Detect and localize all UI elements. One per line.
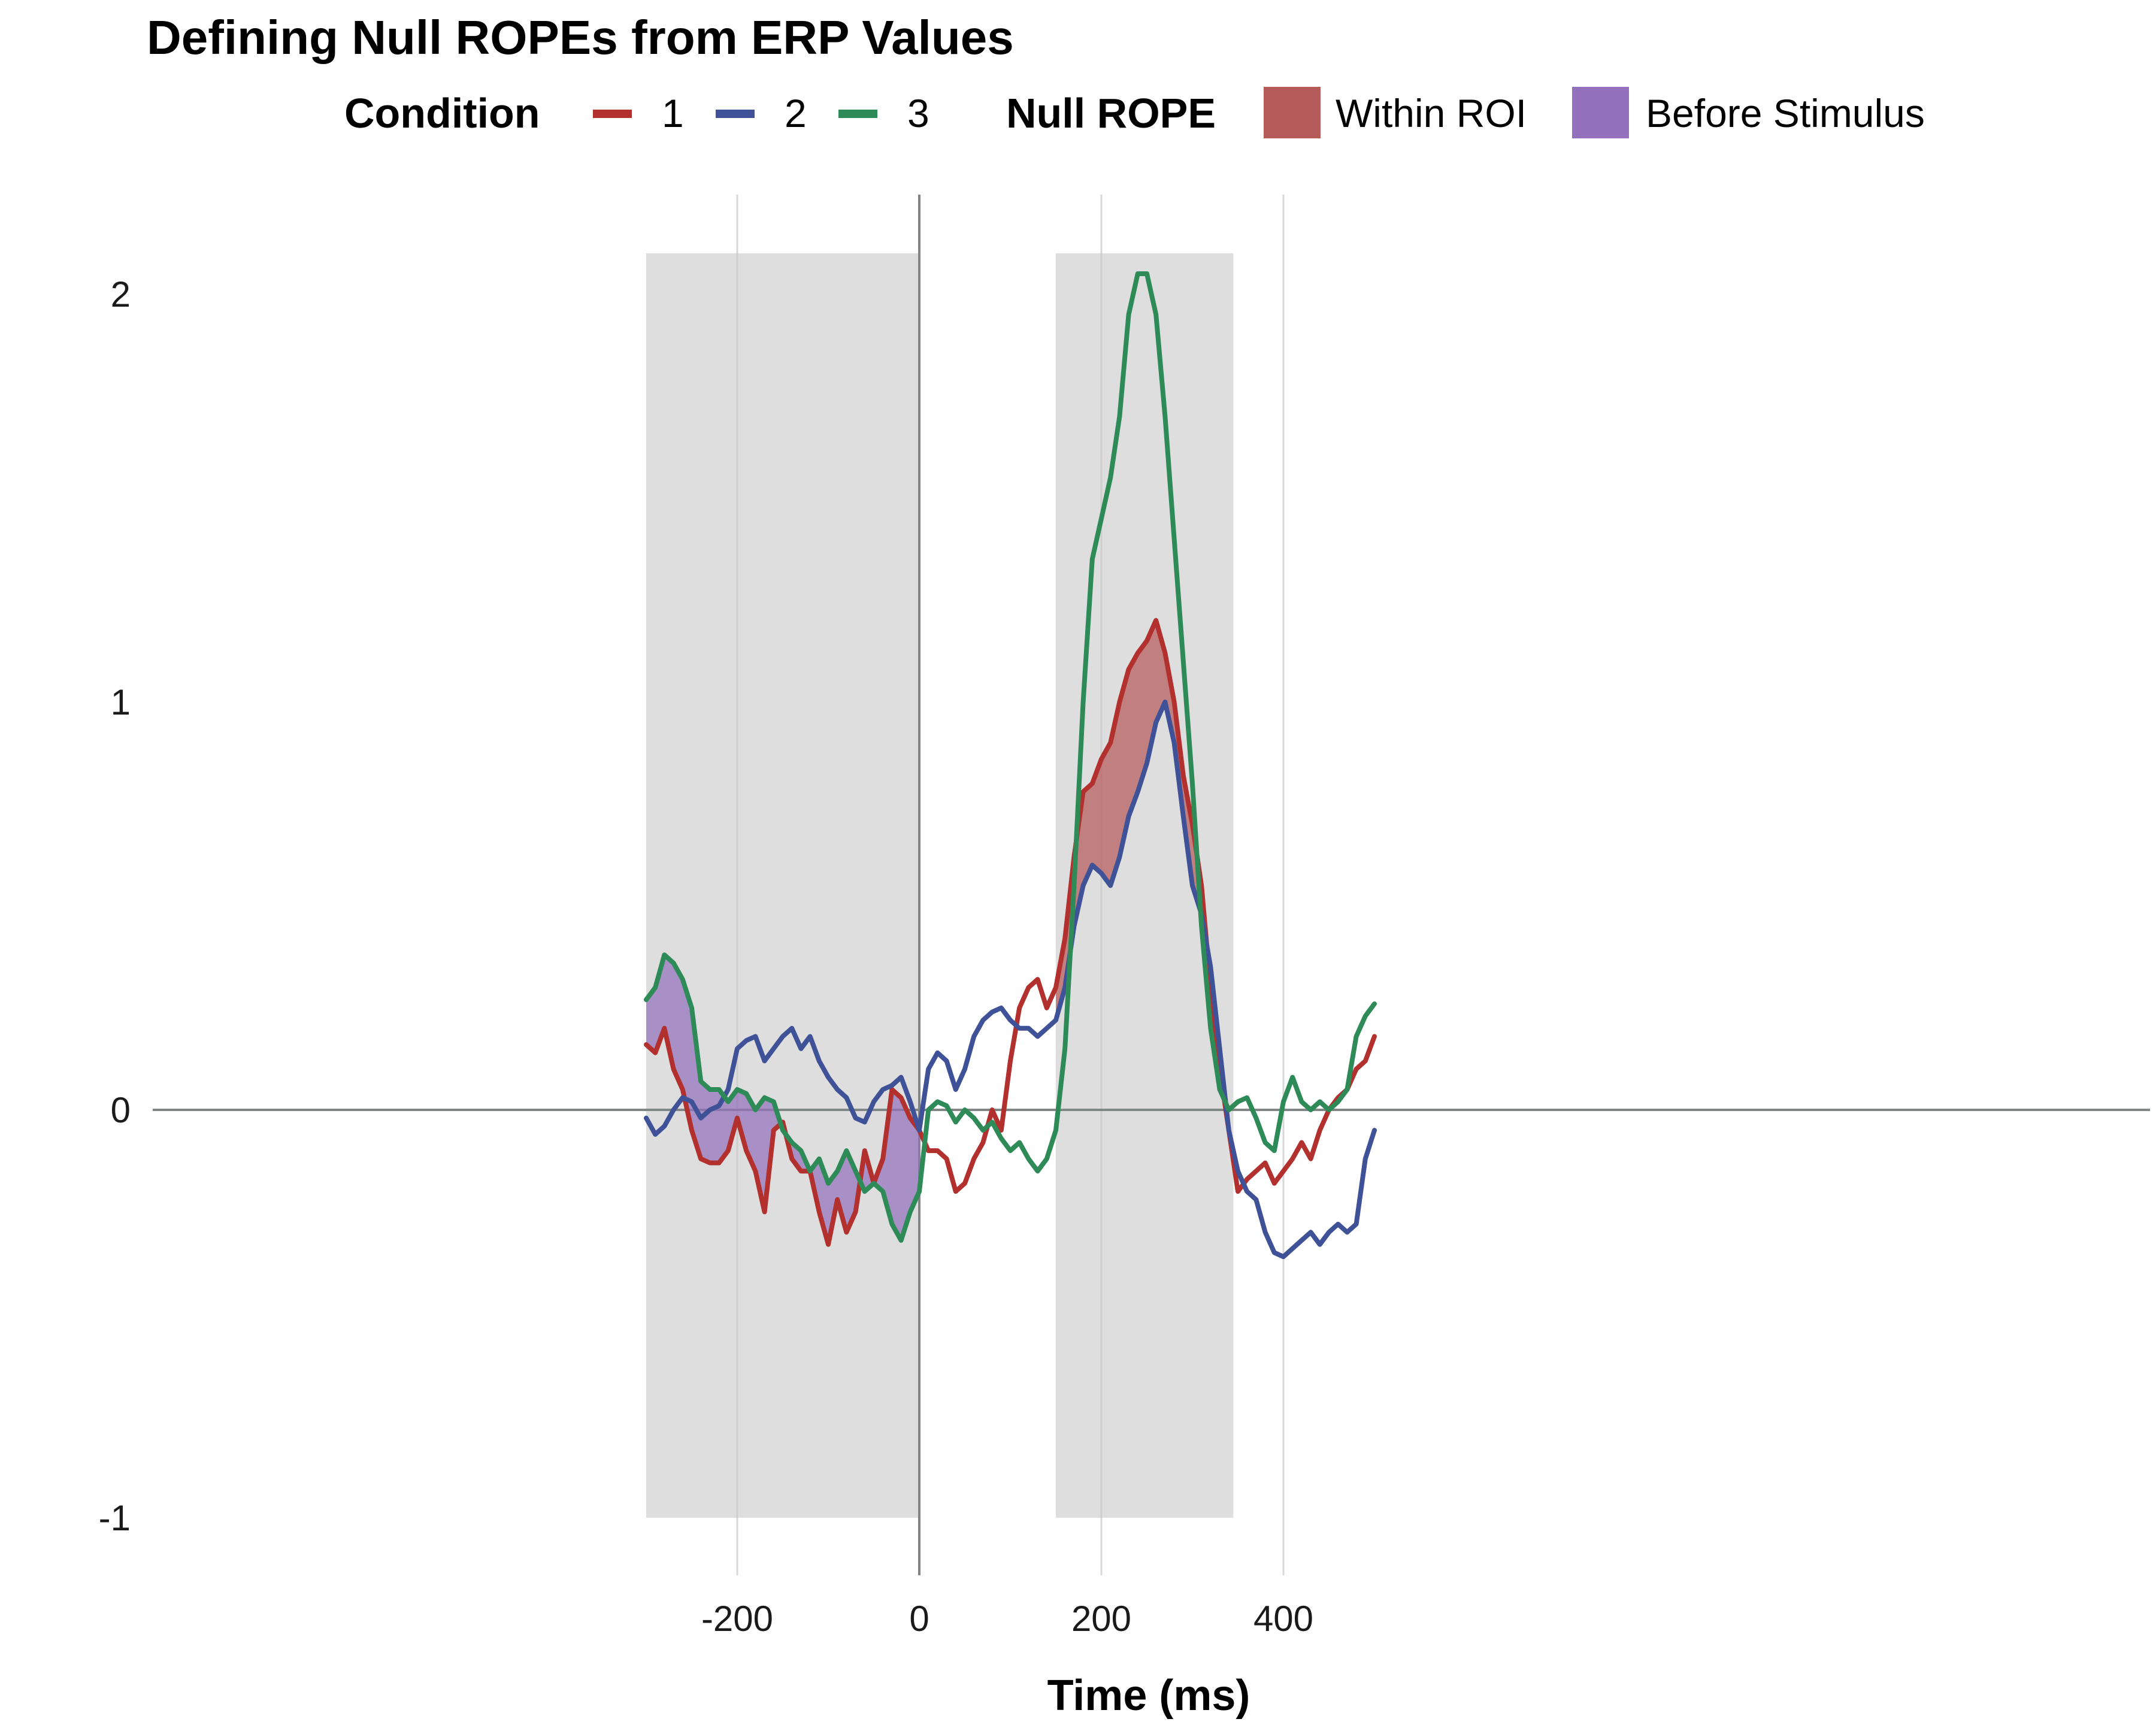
legend-key-before-stimulus <box>1572 87 1629 138</box>
x-tick-label-0: -200 <box>701 1599 773 1639</box>
x-tick-label-1: 0 <box>909 1599 929 1639</box>
series-lines <box>644 271 1377 1260</box>
legend-label-before-stimulus: Before Stimulus <box>1646 91 1925 135</box>
series-line-condition-3 <box>644 271 1377 1243</box>
legend-rope-title: Null ROPE <box>1006 90 1216 137</box>
x-tick-label-3: 400 <box>1253 1599 1313 1639</box>
legend-condition-title: Condition <box>344 90 540 137</box>
zero-lines <box>153 195 2150 1575</box>
y-tick-label-1: 0 <box>111 1090 131 1130</box>
legend: Condition 1 2 3 Null ROPE Within ROI Bef… <box>344 87 1925 138</box>
x-tick-label-2: 200 <box>1071 1599 1131 1639</box>
legend-label-condition-1: 1 <box>662 91 684 135</box>
y-tick-label-0: -1 <box>99 1498 131 1538</box>
y-tick-label-2: 1 <box>111 682 131 722</box>
roi-region-1 <box>646 253 919 1518</box>
rope-band-before-stimulus <box>646 955 919 1245</box>
axis-tick-labels: -200 0 200 400 -1 0 1 2 <box>99 274 1313 1639</box>
legend-label-within-roi: Within ROI <box>1336 91 1527 135</box>
grid-lines <box>736 195 1285 1575</box>
chart-title: Defining Null ROPEs from ERP Values <box>147 11 1014 64</box>
legend-label-condition-3: 3 <box>907 91 929 135</box>
series-line-condition-2 <box>644 700 1377 1260</box>
y-tick-label-3: 2 <box>111 274 131 314</box>
x-axis-title: Time (ms) <box>1047 1672 1250 1720</box>
legend-key-within-roi <box>1264 87 1321 138</box>
series-line-condition-1 <box>644 618 1377 1247</box>
legend-label-condition-2: 2 <box>785 91 807 135</box>
